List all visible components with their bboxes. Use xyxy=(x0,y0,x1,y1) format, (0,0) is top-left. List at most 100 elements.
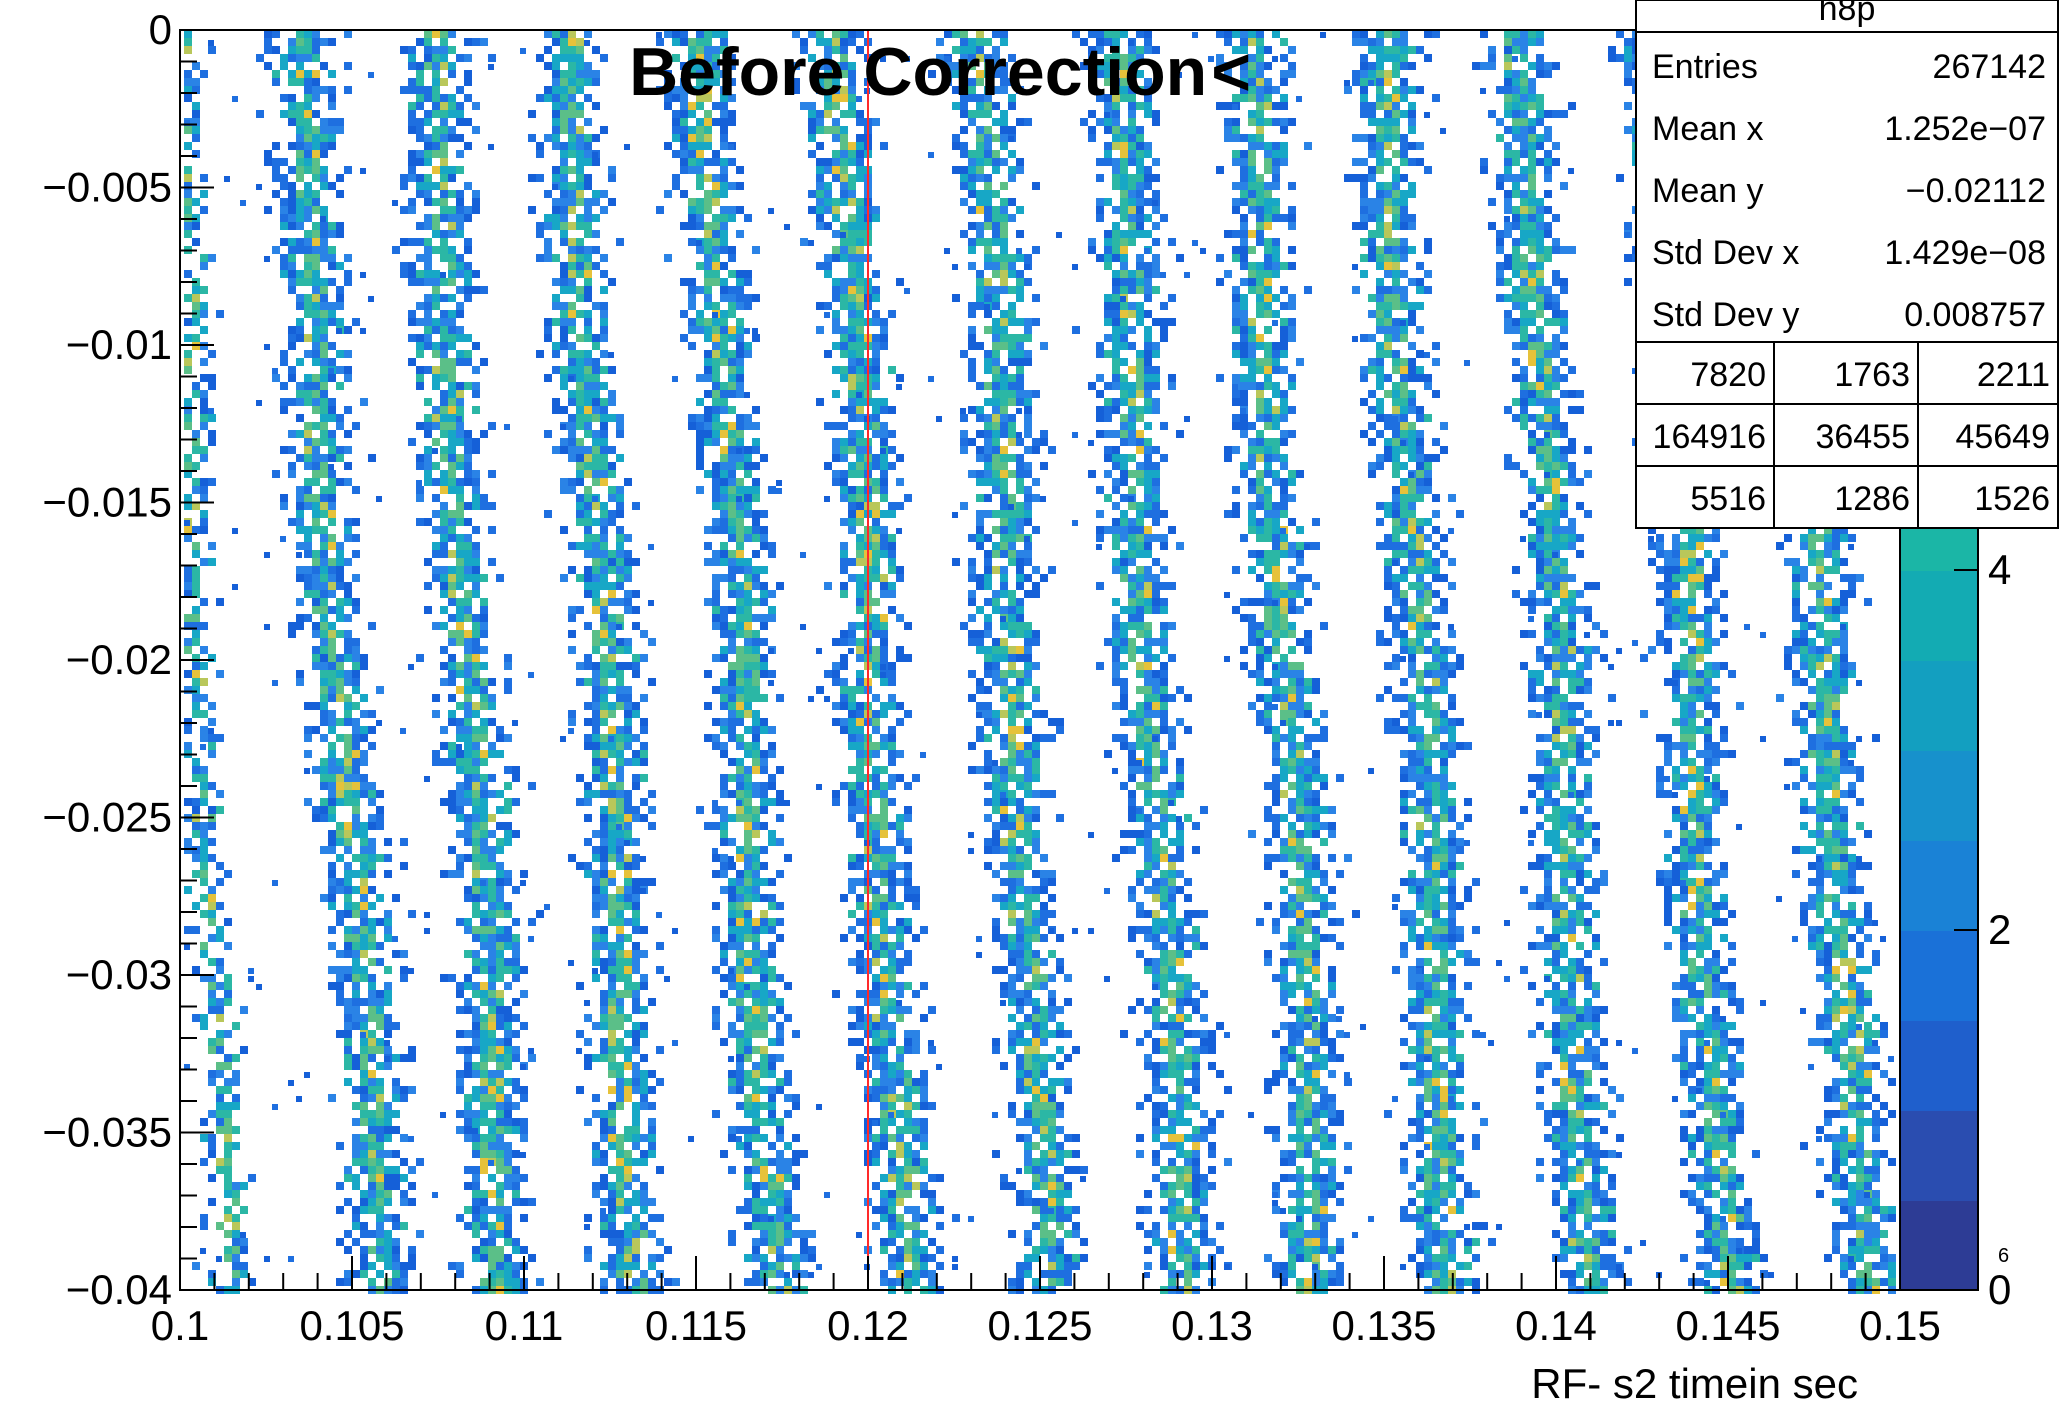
heatmap-cell xyxy=(464,1102,472,1110)
heatmap-cell xyxy=(192,606,200,614)
heatmap-cell xyxy=(480,758,488,766)
heatmap-cell xyxy=(608,1054,616,1062)
heatmap-cell xyxy=(584,1254,592,1262)
heatmap-cell xyxy=(432,462,440,470)
heatmap-cell xyxy=(624,638,632,646)
heatmap-cell xyxy=(616,534,624,542)
heatmap-cell xyxy=(504,966,512,974)
heatmap-cell xyxy=(424,302,432,310)
heatmap-cell xyxy=(216,1166,224,1174)
heatmap-cell xyxy=(184,270,192,278)
heatmap-cell xyxy=(200,478,208,486)
heatmap-cell xyxy=(504,910,512,918)
heatmap-cell xyxy=(440,150,448,158)
heatmap-cell xyxy=(352,1158,360,1166)
heatmap-cell xyxy=(472,366,480,374)
heatmap-cell xyxy=(360,1014,368,1022)
heatmap-cell xyxy=(352,534,360,542)
heatmap-cell xyxy=(480,1190,488,1198)
heatmap-cell xyxy=(288,198,296,206)
heatmap-cell xyxy=(184,526,192,534)
heatmap-cell xyxy=(592,390,600,398)
heatmap-cell xyxy=(408,206,416,214)
heatmap-cell xyxy=(352,886,360,894)
heatmap-cell xyxy=(656,942,664,950)
heatmap-cell xyxy=(208,414,216,422)
heatmap-cell xyxy=(472,854,480,862)
heatmap-cell xyxy=(312,94,320,102)
heatmap-cell xyxy=(280,398,288,406)
heatmap-cell xyxy=(424,558,432,566)
heatmap-cell xyxy=(624,854,632,862)
heatmap-cell xyxy=(360,654,368,662)
heatmap-cell xyxy=(600,1022,608,1030)
heatmap-cell xyxy=(664,142,672,150)
heatmap-cell xyxy=(576,502,584,510)
heatmap-cell xyxy=(584,278,592,286)
heatmap-cell xyxy=(640,1270,648,1278)
heatmap-cell xyxy=(480,1246,488,1254)
heatmap-cell xyxy=(584,374,592,382)
heatmap-cell xyxy=(344,86,352,94)
heatmap-cell xyxy=(640,758,648,766)
heatmap-cell xyxy=(288,462,296,470)
heatmap-cell xyxy=(200,710,208,718)
heatmap-cell xyxy=(384,982,392,990)
heatmap-cell xyxy=(312,406,320,414)
heatmap-cell xyxy=(584,414,592,422)
heatmap-cell xyxy=(592,102,600,110)
heatmap-cell xyxy=(472,622,480,630)
heatmap-cell xyxy=(344,750,352,758)
heatmap-cell xyxy=(488,1070,496,1078)
heatmap-cell xyxy=(496,1270,504,1278)
heatmap-cell xyxy=(464,710,472,718)
heatmap-cell xyxy=(464,206,472,214)
heatmap-cell xyxy=(472,478,480,486)
heatmap-cell xyxy=(336,670,344,678)
heatmap-cell xyxy=(616,238,624,246)
heatmap-cell xyxy=(704,158,712,166)
heatmap-cell xyxy=(392,1150,400,1158)
heatmap-cell xyxy=(432,350,440,358)
heatmap-cell xyxy=(472,806,480,814)
heatmap-cell xyxy=(312,478,320,486)
heatmap-cell xyxy=(560,278,568,286)
heatmap-cell xyxy=(632,702,640,710)
heatmap-cell xyxy=(632,990,640,998)
heatmap-cell xyxy=(648,1214,656,1222)
heatmap-cell xyxy=(560,438,568,446)
heatmap-cell xyxy=(480,830,488,838)
heatmap-cell xyxy=(304,278,312,286)
heatmap-cell xyxy=(648,678,656,686)
heatmap-cell xyxy=(512,886,520,894)
heatmap-cell xyxy=(624,830,632,838)
heatmap-cell xyxy=(456,830,464,838)
heatmap-cell xyxy=(704,278,712,286)
heatmap-cell xyxy=(288,622,296,630)
heatmap-cell xyxy=(392,1246,400,1254)
heatmap-cell xyxy=(184,70,192,78)
heatmap-cell xyxy=(608,1118,616,1126)
heatmap-cell xyxy=(440,582,448,590)
heatmap-cell xyxy=(352,598,360,606)
heatmap-cell xyxy=(568,398,576,406)
heatmap-cell xyxy=(432,542,440,550)
heatmap-cell xyxy=(208,902,216,910)
heatmap-cell xyxy=(720,294,728,302)
heatmap-cell xyxy=(456,734,464,742)
heatmap-cell xyxy=(608,662,616,670)
heatmap-cell xyxy=(688,286,696,294)
heatmap-cell xyxy=(584,358,592,366)
heatmap-cell xyxy=(312,358,320,366)
heatmap-cell xyxy=(600,886,608,894)
heatmap-cell xyxy=(344,430,352,438)
heatmap-cell xyxy=(440,46,448,54)
heatmap-cell xyxy=(608,1102,616,1110)
heatmap-cell xyxy=(472,1182,480,1190)
heatmap-cell xyxy=(568,454,576,462)
heatmap-cell xyxy=(432,326,440,334)
heatmap-cell xyxy=(328,790,336,798)
heatmap-cell xyxy=(440,358,448,366)
heatmap-cell xyxy=(440,78,448,86)
heatmap-cell xyxy=(344,558,352,566)
